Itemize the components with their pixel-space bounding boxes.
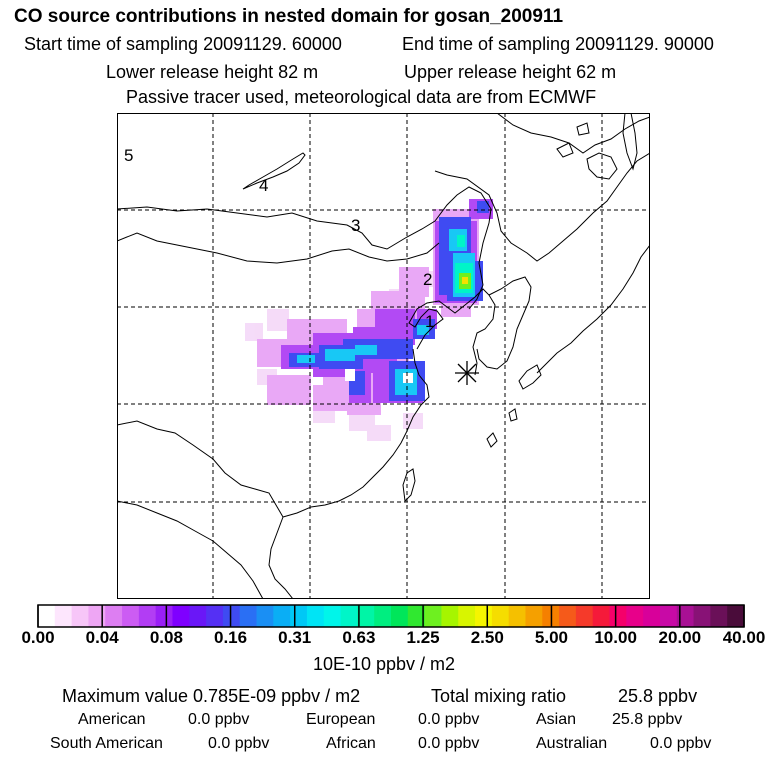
upper-height-label: Upper release height 62 m [404,62,617,82]
lat-lon-grid [117,113,650,599]
colorbar-tick-label: 0.63 [342,628,376,647]
contrib-value-asian: 25.8 ppbv [612,711,683,728]
colorbar-swatch [559,605,577,627]
colorbar-swatch [256,605,274,627]
colorbar-swatch [475,605,493,627]
colorbar-swatch [172,605,190,627]
contrib-name-asian: Asian [536,711,577,728]
contrib-value-australian: 0.0 ppbv [650,735,712,752]
contrib-value-european: 0.0 ppbv [418,711,480,728]
colorbar-swatch [206,605,224,627]
concentration-plume [245,199,493,441]
max-value-label: Maximum value 0.785E-09 ppbv / m2 [62,686,361,706]
colorbar-swatch [290,605,308,627]
colorbar-swatch [710,605,728,627]
colorbar-swatch [458,605,476,627]
total-mixing-value: 25.8 ppbv [618,686,698,706]
colorbar-tick-label: 5.00 [534,628,568,647]
region-label-2: 2 [423,270,432,289]
colorbar-tick-label: 0.00 [21,628,55,647]
colorbar-swatch [323,605,342,627]
contrib-value-african: 0.0 ppbv [418,735,480,752]
contrib-name-australian: Australian [536,735,608,752]
colorbar-swatch [407,605,426,627]
colorbar-swatch [592,605,611,627]
colorbar [37,604,745,628]
colorbar-swatch [88,605,106,627]
colorbar-swatch [643,605,661,627]
start-time-label: Start time of sampling 20091129. 60000 [24,34,342,54]
coastlines [117,113,650,599]
region-label-4: 4 [259,176,268,195]
colorbar-swatch [340,605,358,627]
colorbar-swatch [38,605,56,627]
contrib-name-american: American [78,711,146,728]
colorbar-tick-label: 0.31 [278,628,312,647]
colorbar-swatch [105,605,123,627]
colorbar-tick-label: 0.08 [149,628,183,647]
colorbar-tick-label: 20.00 [658,628,702,647]
colorbar-swatch [441,605,459,627]
colorbar-swatch [626,605,644,627]
colorbar-swatch [222,605,241,627]
total-mixing-label: Total mixing ratio [431,686,567,706]
tracer-note: Passive tracer used, meteorological data… [126,87,597,107]
colorbar-tick-label: 1.25 [406,628,440,647]
receptor-star-marker [455,361,479,385]
colorbar-swatch [424,605,443,627]
colorbar-swatch [54,605,73,627]
colorbar-swatch [71,605,90,627]
colorbar-swatch [491,605,510,627]
colorbar-swatch [391,605,409,627]
colorbar-swatch [155,605,174,627]
colorbar-swatch [239,605,258,627]
region-label-1: 1 [425,312,434,331]
colorbar-swatch [676,605,695,627]
plot-title: CO source contributions in nested domain… [14,6,564,27]
colorbar-swatch [306,605,325,627]
contrib-value-american: 0.0 ppbv [188,711,250,728]
contrib-name-european: European [306,711,376,728]
colorbar-swatch [508,605,527,627]
contrib-name-south-american: South American [50,735,163,752]
contrib-name-african: African [326,735,376,752]
map-panel: 1 2 3 4 5 [117,113,650,599]
colorbar-swatch [189,605,207,627]
lower-height-label: Lower release height 82 m [106,62,319,82]
colorbar-swatch [357,605,375,627]
colorbar-swatch [374,605,392,627]
region-label-5: 5 [124,146,133,165]
colorbar-swatch [659,605,678,627]
colorbar-frame [37,604,745,628]
colorbar-swatch [693,605,711,627]
colorbar-tick-label: 0.04 [85,628,119,647]
map-frame [117,113,650,599]
region-label-3: 3 [351,216,360,235]
colorbar-swatch [609,605,627,627]
colorbar-tick-label: 0.16 [213,628,248,647]
colorbar-unit-label: 10E-10 ppbv / m2 [312,654,456,674]
contrib-value-south-american: 0.0 ppbv [208,735,270,752]
region-labels: 1 2 3 4 5 [124,146,434,331]
colorbar-swatch [273,605,291,627]
colorbar-swatch [122,605,140,627]
colorbar-swatch [727,605,745,627]
colorbar-tick-label: 10.00 [594,628,637,647]
colorbar-swatch [575,605,594,627]
colorbar-tick-label: 40.00 [722,628,766,647]
colorbar-tick-label: 2.50 [470,628,504,647]
end-time-label: End time of sampling 20091129. 90000 [402,34,714,54]
colorbar-swatch [138,605,157,627]
colorbar-swatch [525,605,543,627]
